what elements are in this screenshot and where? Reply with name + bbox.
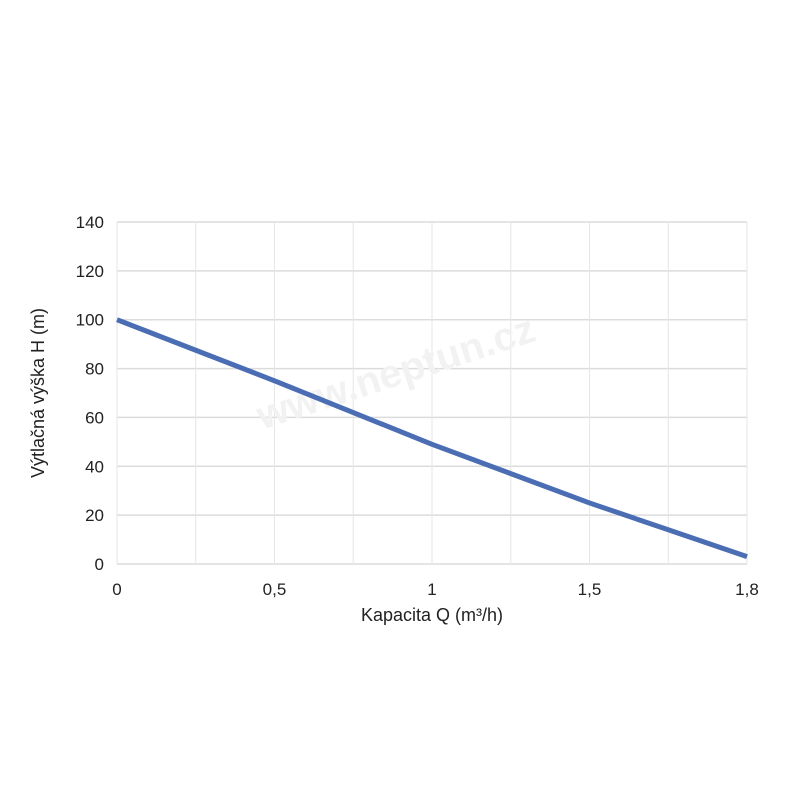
series <box>116 317 748 560</box>
y-tick-label: 0 <box>95 555 104 574</box>
x-axis-label: Kapacita Q (m³/h) <box>361 605 503 625</box>
y-axis-label: Výtlačná výška H (m) <box>28 308 48 478</box>
x-tick-label: 1,8 <box>735 580 759 599</box>
y-tick-label: 40 <box>85 457 104 476</box>
x-tick-label: 1 <box>427 580 436 599</box>
y-tick-label: 100 <box>76 311 104 330</box>
watermark: www.neptun.cz <box>251 307 541 439</box>
y-tick-label: 140 <box>76 213 104 232</box>
y-tick-labels: 0 20 40 60 80 100 120 140 <box>76 213 104 574</box>
y-tick-label: 80 <box>85 360 104 379</box>
y-tick-label: 60 <box>85 408 104 427</box>
x-tick-label: 0,5 <box>263 580 287 599</box>
x-tick-label: 0 <box>112 580 121 599</box>
x-tick-label: 1,5 <box>578 580 602 599</box>
x-tick-labels: 0 0,5 1 1,5 1,8 <box>112 580 759 599</box>
y-tick-label: 120 <box>76 262 104 281</box>
gridlines <box>116 221 748 565</box>
y-tick-label: 20 <box>85 506 104 525</box>
